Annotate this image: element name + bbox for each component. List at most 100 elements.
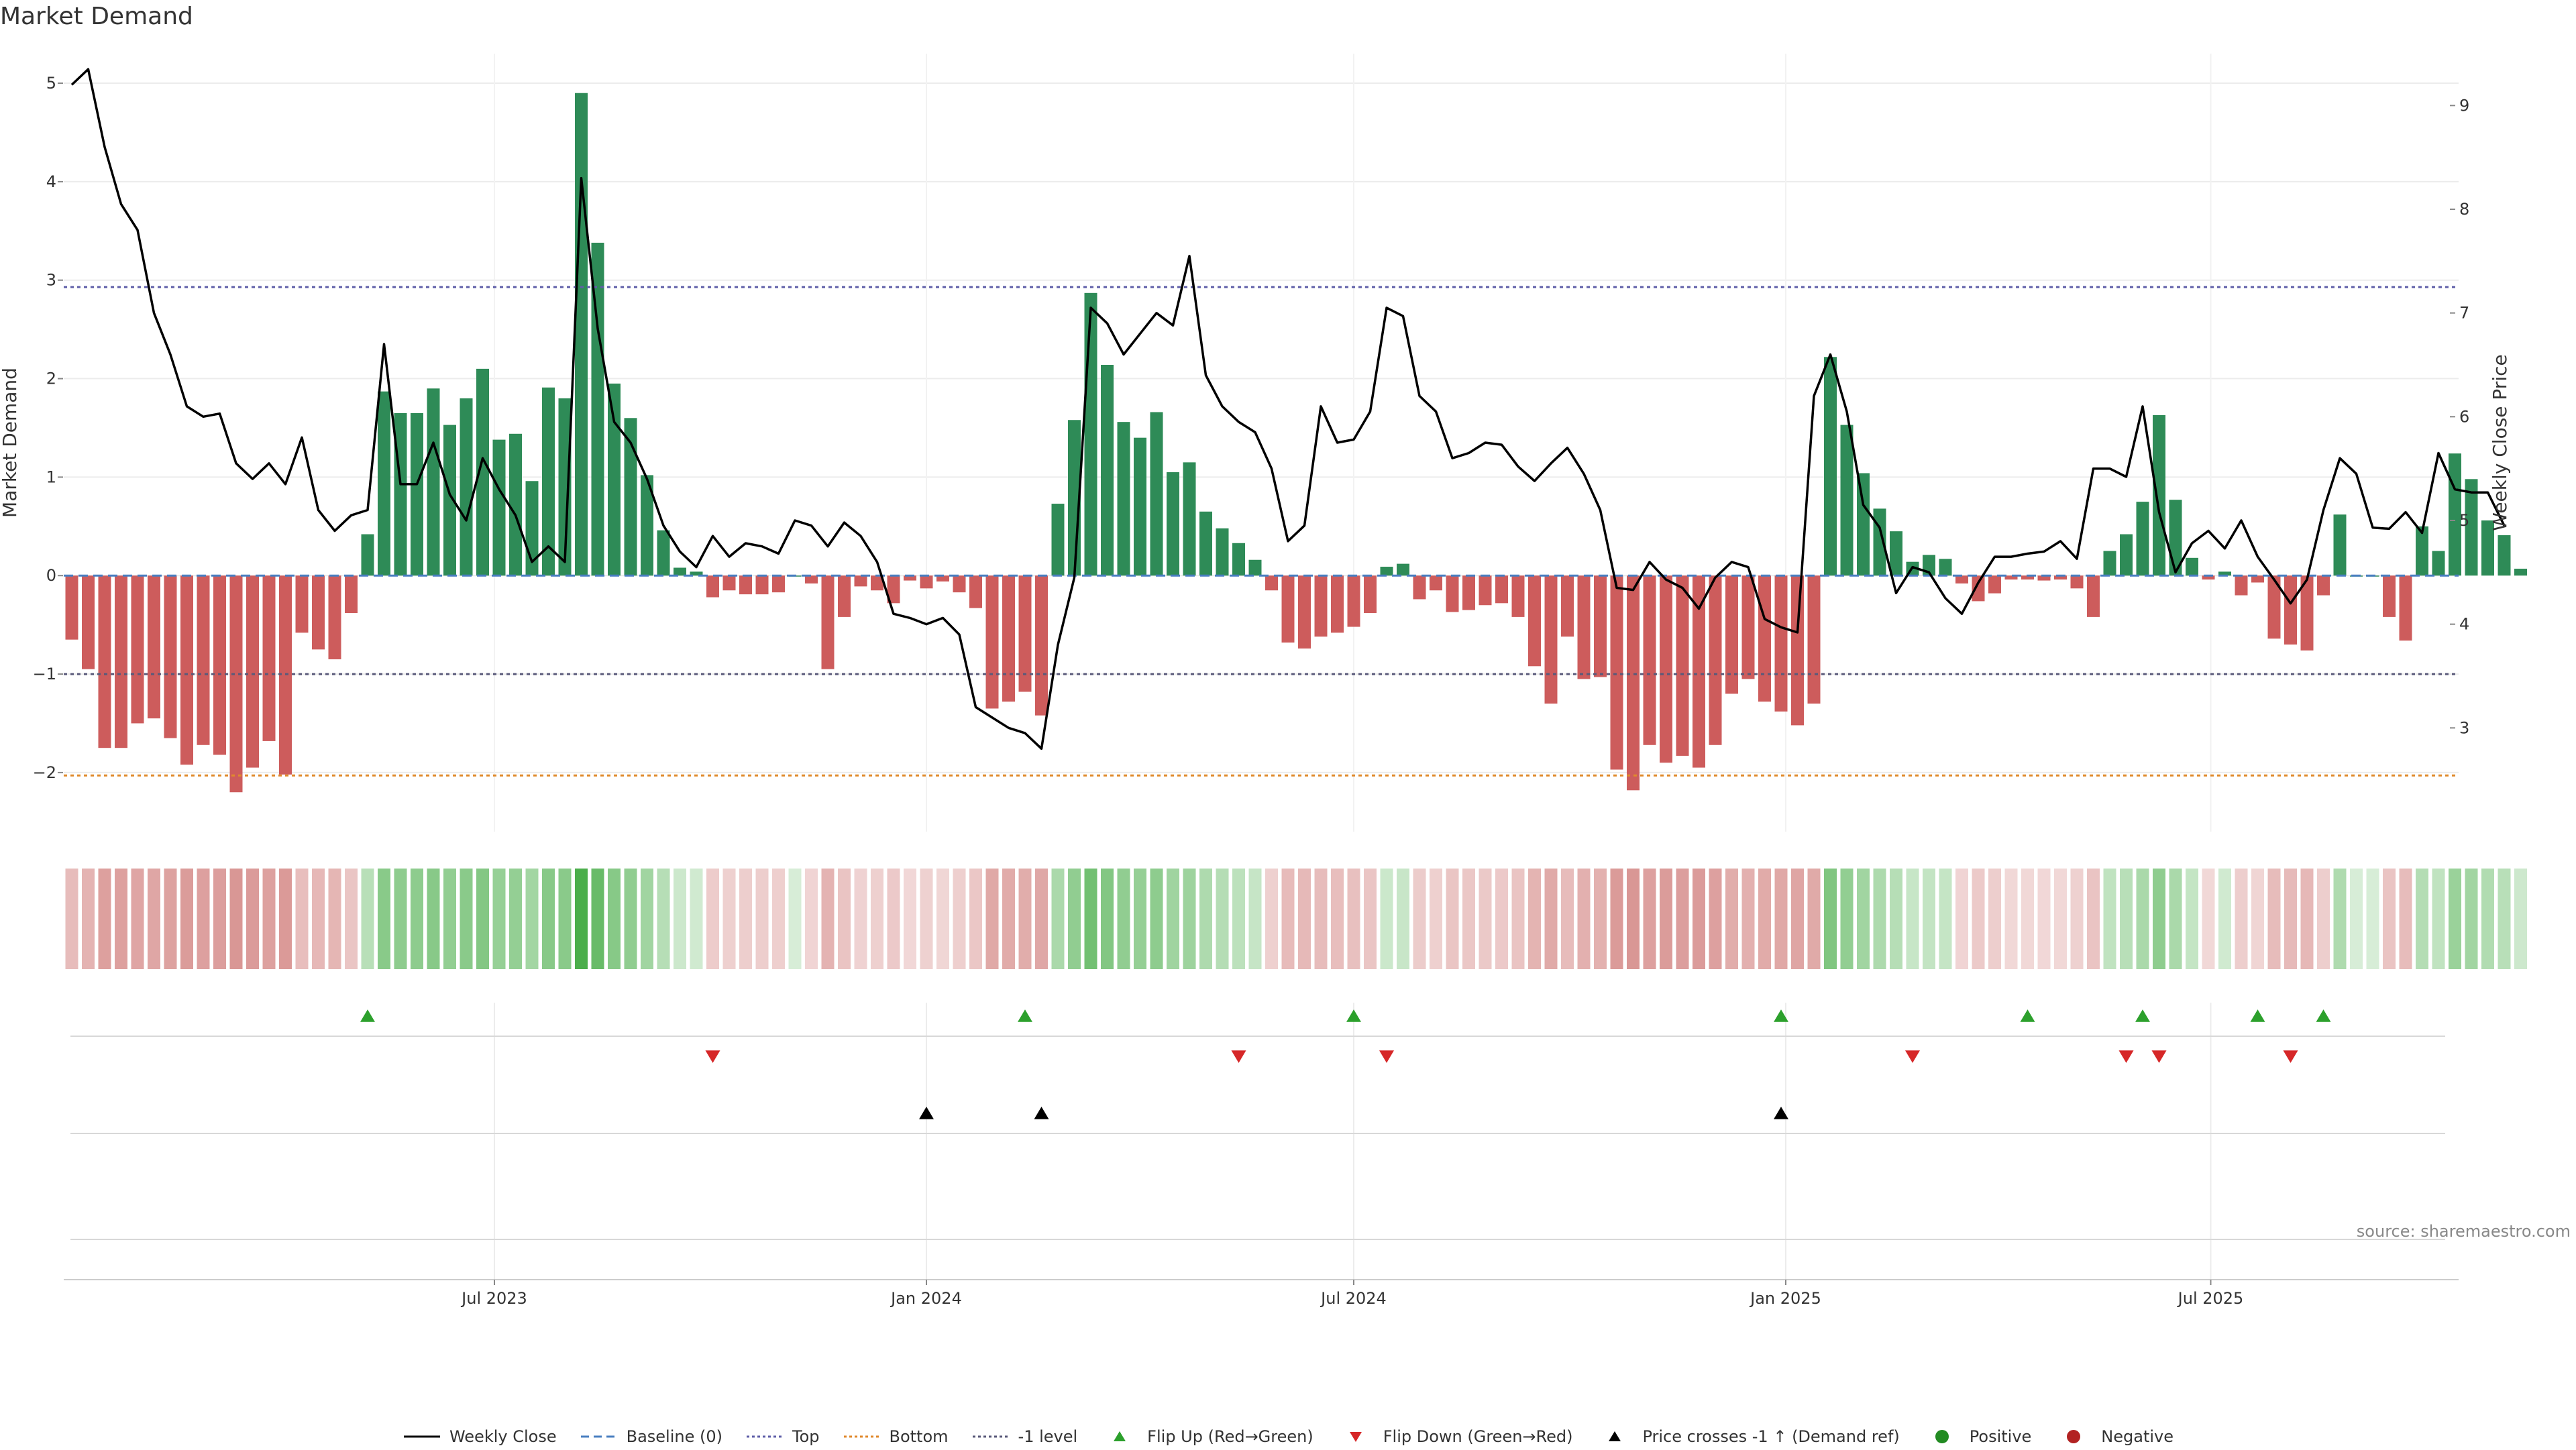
heat-cell (920, 869, 933, 969)
demand-bar (460, 398, 473, 576)
demand-bar (1183, 462, 1196, 576)
heat-cell (312, 869, 325, 969)
demand-bar (2317, 575, 2330, 596)
heat-cell (1857, 869, 1870, 969)
heat-cell (1923, 869, 1935, 969)
y-left-tick-label: 5 (46, 74, 56, 93)
demand-bar (2416, 526, 2428, 576)
grid-layer (64, 54, 2459, 1280)
heat-cell (2498, 869, 2511, 969)
demand-bar (115, 575, 127, 748)
demand-bar (1561, 575, 1574, 637)
heat-cell (2432, 869, 2445, 969)
heat-cell (2186, 869, 2198, 969)
page-title: Market Demand (0, 3, 193, 30)
demand-bar (985, 575, 999, 709)
heat-cell (1167, 869, 1179, 969)
demand-bar (706, 575, 719, 598)
demand-bar (1577, 575, 1591, 679)
y-right-tick-label: 5 (2459, 511, 2469, 530)
heat-cell (936, 869, 949, 969)
demand-bar (131, 575, 144, 724)
heat-cell (1495, 869, 1508, 969)
heat-cell (690, 869, 703, 969)
legend-label: Weekly Close (449, 1427, 557, 1446)
demand-bar (1281, 575, 1295, 643)
demand-bar (936, 575, 949, 582)
demand-bar (197, 575, 210, 745)
legend-item: Negative (2054, 1427, 2174, 1446)
heat-cell (1660, 869, 1672, 969)
heat-cell (2136, 869, 2149, 969)
heat-cell (1347, 869, 1360, 969)
demand-bar (1167, 472, 1179, 576)
heat-cell (1068, 869, 1081, 969)
demand-bar (2218, 571, 2231, 576)
heat-cell (246, 869, 259, 969)
demand-bar (674, 567, 686, 576)
heat-cell (591, 869, 604, 969)
legend: Weekly Close Baseline (0) Top Bottom -1 leve… (0, 1423, 2576, 1450)
demand-bar (1413, 575, 1426, 600)
heat-cell (657, 869, 670, 969)
demand-bars (65, 93, 2527, 793)
heat-cell (2103, 869, 2116, 969)
demand-bar (312, 575, 325, 650)
demand-bar (148, 575, 160, 719)
demand-bar (2202, 575, 2215, 580)
legend-label: Negative (2101, 1427, 2174, 1446)
legend-swatch-icon (745, 1429, 784, 1445)
flip-down-marker (1905, 1050, 1920, 1063)
x-tick-label: Jan 2024 (890, 1289, 962, 1308)
heat-cell (148, 869, 160, 969)
legend-swatch-icon (843, 1429, 881, 1445)
legend-label: Baseline (0) (626, 1427, 722, 1446)
heat-cell (65, 869, 78, 969)
demand-bar (2300, 575, 2314, 651)
demand-bar (542, 387, 555, 576)
x-tick-label: Jul 2023 (460, 1289, 527, 1308)
demand-bar (1528, 575, 1541, 667)
heat-cell (2153, 869, 2165, 969)
demand-bar (443, 425, 456, 576)
heat-cell (1988, 869, 2001, 969)
demand-bar (608, 383, 621, 576)
heat-cell (788, 869, 802, 969)
demand-bar (476, 368, 489, 576)
heat-cell (1314, 869, 1328, 969)
heat-cell (1150, 869, 1163, 969)
demand-bar (1857, 473, 1870, 576)
demand-bar (1840, 425, 1854, 576)
demand-bar (1117, 422, 1130, 576)
demand-bar (1462, 575, 1475, 610)
demand-bar (1134, 437, 1146, 576)
legend-swatch-icon (2054, 1429, 2093, 1445)
heat-cell (2284, 869, 2297, 969)
demand-bar (1084, 292, 1097, 576)
heat-cell (2366, 869, 2379, 969)
flip-down-marker (2151, 1050, 2167, 1063)
heat-cell (2333, 869, 2347, 969)
demand-bar (2284, 575, 2297, 645)
heat-cell (2383, 869, 2396, 969)
heat-cell (1430, 869, 1442, 969)
demand-bar (2103, 551, 2116, 576)
heat-cell (131, 869, 144, 969)
demand-bar (2399, 575, 2412, 641)
heat-cell (2004, 869, 2018, 969)
x-tick-label: Jul 2025 (2177, 1289, 2244, 1308)
heat-cell (98, 869, 111, 969)
demand-bar (2037, 575, 2051, 581)
y-right-tick-label: 6 (2459, 407, 2469, 426)
demand-bar (1693, 575, 1705, 768)
heat-cell (1693, 869, 1705, 969)
flip-down-marker (2283, 1050, 2298, 1063)
demand-bar (98, 575, 111, 748)
y-left-tick-label: 2 (46, 370, 56, 388)
flip-up-marker (2250, 1009, 2265, 1022)
demand-bar (2251, 575, 2264, 583)
price-line-layer (70, 68, 2506, 750)
heat-cell (1397, 869, 1409, 969)
heat-cell (1232, 869, 1245, 969)
demand-bar (1824, 357, 1837, 576)
